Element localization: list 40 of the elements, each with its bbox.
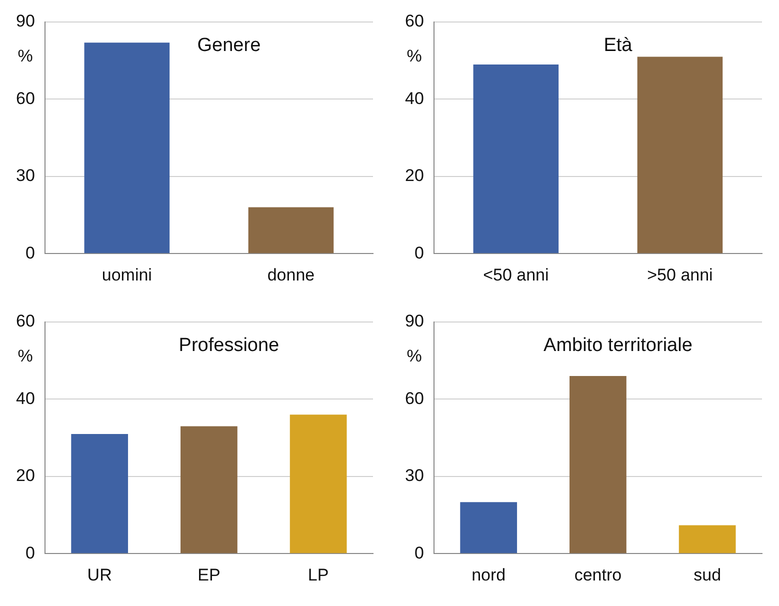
x-tick-label: LP	[308, 565, 329, 584]
y-tick-label: 30	[404, 466, 424, 486]
y-tick-label: 60	[16, 88, 35, 108]
bar	[570, 376, 626, 554]
bar	[180, 426, 238, 554]
x-tick-label: donne	[267, 265, 315, 284]
y-tick-label: 0	[414, 543, 424, 562]
y-tick-label: 60	[404, 388, 424, 408]
y-tick-label: 30	[16, 166, 35, 186]
x-tick-label: sud	[694, 565, 722, 584]
bar	[71, 434, 128, 554]
bar	[460, 502, 518, 554]
y-tick-label: 90	[404, 312, 424, 331]
text: Ambito territoriale	[544, 335, 692, 356]
y-tick-label: 20	[16, 466, 35, 486]
y-tick-label: 60	[16, 312, 35, 331]
bar	[678, 525, 736, 554]
y-axis-title: %	[406, 346, 422, 366]
y-tick-label: 40	[404, 88, 424, 108]
y-tick-label: 40	[16, 388, 35, 408]
x-tick-label: uomini	[102, 265, 152, 284]
y-tick-label: 0	[25, 243, 35, 262]
x-tick-label: UR	[87, 565, 112, 584]
bar	[290, 414, 347, 554]
y-tick-label: 0	[414, 243, 424, 262]
text: Genere	[197, 35, 261, 56]
y-axis-title: %	[18, 346, 33, 366]
y-tick-label: 90	[16, 12, 35, 31]
y-tick-label: 60	[404, 12, 424, 31]
x-tick-label: nord	[472, 565, 506, 584]
y-tick-label: 0	[25, 543, 35, 562]
text: Età	[604, 35, 633, 56]
x-tick-label: EP	[198, 565, 220, 584]
y-axis-title: %	[18, 46, 33, 66]
y-axis-title: %	[406, 46, 422, 66]
y-tick-label: 20	[404, 166, 424, 186]
x-tick-label: centro	[574, 565, 622, 584]
x-tick-label: <50 anni	[483, 265, 549, 284]
text: Professione	[178, 335, 280, 356]
x-tick-label: >50 anni	[647, 265, 713, 284]
